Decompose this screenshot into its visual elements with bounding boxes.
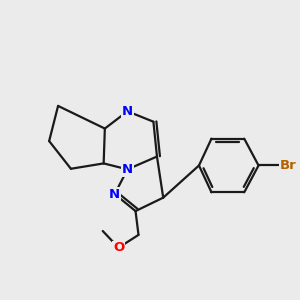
Text: N: N bbox=[122, 105, 133, 118]
Text: N: N bbox=[109, 188, 120, 201]
Text: O: O bbox=[113, 241, 124, 254]
Text: N: N bbox=[122, 163, 133, 176]
Text: Br: Br bbox=[280, 159, 297, 172]
